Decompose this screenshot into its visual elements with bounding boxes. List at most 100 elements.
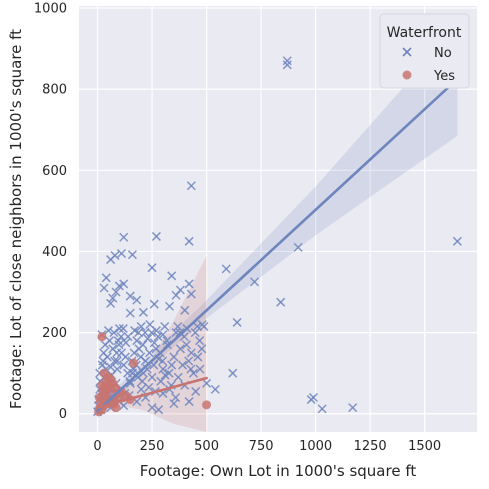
data-point-no bbox=[186, 289, 196, 299]
data-point-no bbox=[188, 368, 199, 378]
data-point-no bbox=[127, 250, 137, 260]
data-point-no bbox=[123, 368, 133, 378]
data-point-no bbox=[282, 60, 292, 70]
data-point-yes bbox=[129, 358, 139, 368]
data-point-no bbox=[221, 264, 231, 274]
x-tick-label: 1000 bbox=[299, 439, 332, 454]
legend-label-yes: Yes bbox=[433, 69, 455, 84]
data-point-no bbox=[173, 372, 183, 382]
data-point-no bbox=[138, 307, 148, 317]
data-point-no bbox=[175, 344, 185, 354]
data-point-no bbox=[180, 305, 190, 315]
data-point-no bbox=[293, 242, 303, 252]
data-point-no bbox=[119, 232, 129, 242]
regression-line-no bbox=[96, 77, 459, 413]
data-point-no bbox=[178, 360, 188, 370]
data-point-no bbox=[193, 352, 203, 362]
data-point-yes bbox=[99, 382, 109, 392]
data-point-no bbox=[202, 378, 212, 388]
data-point-no bbox=[116, 248, 127, 259]
data-point-no bbox=[184, 279, 194, 289]
data-point-no bbox=[147, 263, 157, 273]
data-point-no bbox=[106, 298, 116, 308]
data-point-no bbox=[157, 356, 168, 366]
x-tick-label: 0 bbox=[93, 439, 101, 454]
data-point-no bbox=[181, 340, 192, 350]
data-point-no bbox=[147, 403, 157, 413]
data-point-no bbox=[158, 364, 168, 374]
y-tick-label: 800 bbox=[42, 83, 67, 98]
x-tick-label: 1500 bbox=[408, 439, 441, 454]
data-point-no bbox=[119, 360, 129, 370]
data-point-no bbox=[184, 397, 194, 407]
data-point-no bbox=[191, 386, 201, 396]
y-tick-label: 600 bbox=[42, 164, 67, 179]
x-axis-label: Footage: Own Lot in 1000's square ft bbox=[140, 462, 417, 480]
data-point-no bbox=[136, 384, 146, 394]
data-point-no bbox=[125, 378, 135, 388]
data-point-no bbox=[120, 352, 130, 362]
data-point-no bbox=[250, 277, 260, 287]
x-tick-label: 500 bbox=[194, 439, 219, 454]
data-point-no bbox=[101, 273, 111, 283]
data-point-no bbox=[197, 344, 207, 354]
data-point-no bbox=[306, 395, 316, 405]
data-point-no bbox=[173, 321, 183, 332]
data-point-no bbox=[186, 348, 196, 358]
data-point-no bbox=[147, 372, 157, 382]
data-point-no bbox=[199, 321, 209, 332]
data-point-no bbox=[132, 295, 142, 305]
legend: Waterfront No Yes bbox=[379, 13, 470, 89]
data-point-no bbox=[276, 297, 286, 307]
data-point-no bbox=[160, 321, 170, 332]
data-point-no bbox=[195, 336, 205, 346]
legend-marker-yes bbox=[402, 70, 412, 80]
data-point-no bbox=[103, 326, 113, 336]
data-point-no bbox=[210, 384, 220, 394]
data-point-no bbox=[125, 308, 135, 318]
data-point-no bbox=[116, 332, 126, 342]
data-point-no bbox=[118, 324, 128, 334]
legend-title: Waterfront bbox=[387, 25, 462, 41]
data-point-no bbox=[171, 290, 181, 300]
data-point-no bbox=[147, 328, 157, 338]
data-point-no bbox=[149, 299, 159, 309]
x-tick-label: 750 bbox=[249, 439, 274, 454]
legend-box bbox=[379, 13, 470, 89]
data-point-no bbox=[167, 360, 177, 370]
data-point-no bbox=[109, 328, 119, 338]
data-point-no bbox=[167, 271, 177, 281]
y-tick-label: 400 bbox=[42, 245, 67, 260]
data-point-no bbox=[151, 231, 161, 241]
data-point-no bbox=[99, 283, 109, 293]
x-tick-label: 250 bbox=[140, 439, 165, 454]
data-point-no bbox=[192, 321, 202, 332]
y-tick-label: 1000 bbox=[34, 2, 67, 17]
data-point-no bbox=[158, 330, 168, 340]
data-point-no bbox=[111, 287, 121, 297]
data-point-no bbox=[195, 364, 205, 374]
data-point-no bbox=[114, 340, 124, 350]
data-point-no bbox=[317, 404, 327, 414]
data-point-no bbox=[129, 348, 139, 358]
data-point-no bbox=[171, 392, 181, 403]
regression-line-yes bbox=[96, 376, 208, 409]
data-point-no bbox=[110, 356, 120, 366]
data-point-no bbox=[105, 336, 115, 346]
data-point-no bbox=[136, 321, 146, 332]
data-point-no bbox=[138, 340, 148, 350]
data-point-no bbox=[136, 352, 146, 362]
data-point-no bbox=[106, 255, 116, 265]
data-point-no bbox=[112, 348, 122, 358]
data-point-no bbox=[125, 291, 135, 301]
data-point-no bbox=[228, 368, 238, 378]
data-point-no bbox=[452, 236, 462, 246]
data-point-no bbox=[108, 293, 118, 303]
data-point-no bbox=[114, 281, 124, 291]
data-point-no bbox=[134, 328, 144, 338]
data-point-no bbox=[154, 405, 164, 415]
data-point-no bbox=[99, 348, 109, 358]
data-point-no bbox=[164, 301, 175, 311]
data-point-no bbox=[153, 332, 163, 342]
